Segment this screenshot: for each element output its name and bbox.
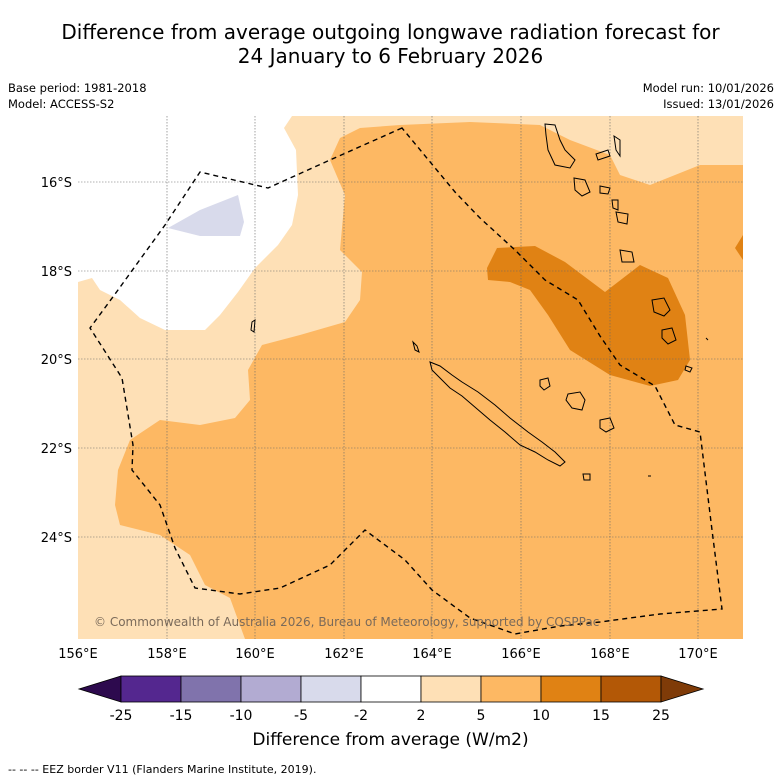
lon-label: 166°E bbox=[501, 647, 541, 662]
colorbar-title: Difference from average (W/m2) bbox=[252, 730, 529, 750]
colorbar-tick-label: -25 bbox=[110, 708, 133, 724]
colorbar-tick-label: 2 bbox=[417, 708, 426, 724]
chesterfield-islet bbox=[250, 319, 256, 333]
colorbar-segment bbox=[180, 675, 242, 703]
meta-right: Model run: 10/01/2026 Issued: 13/01/2026 bbox=[643, 80, 774, 112]
tanna-island bbox=[651, 297, 671, 317]
lon-label: 162°E bbox=[324, 647, 364, 662]
title-line-1: Difference from average outgoing longwav… bbox=[61, 20, 720, 44]
anomaly-fill-10-15 bbox=[487, 246, 690, 386]
hunter-island bbox=[705, 337, 709, 341]
lifou-island bbox=[565, 391, 586, 411]
anomaly-fill-minus5-minus2 bbox=[168, 195, 244, 236]
meta-left: Base period: 1981-2018 Model: ACCESS-S2 bbox=[8, 80, 147, 112]
lon-label: 158°E bbox=[147, 647, 187, 662]
lat-label: 18°S bbox=[41, 265, 72, 280]
lon-label: 168°E bbox=[590, 647, 630, 662]
colorbar-extend-high bbox=[660, 675, 705, 703]
latitude-labels: 16°S 18°S 20°S 22°S 24°S bbox=[41, 176, 72, 546]
title-line-2: 24 January to 6 February 2026 bbox=[237, 44, 544, 68]
base-period: Base period: 1981-2018 bbox=[8, 81, 147, 95]
lon-label: 164°E bbox=[412, 647, 452, 662]
colorbar-segment bbox=[480, 675, 542, 703]
model-name: Model: ACCESS-S2 bbox=[8, 97, 115, 111]
colorbar-tick-label: 25 bbox=[652, 708, 670, 724]
malakula-island bbox=[573, 177, 591, 197]
isle-of-pines bbox=[582, 473, 591, 481]
colorbar-tick-label: -2 bbox=[354, 708, 368, 724]
maewo-pentecost bbox=[613, 134, 621, 158]
eez-border bbox=[89, 127, 723, 635]
lon-label: 160°E bbox=[235, 647, 275, 662]
lat-label: 22°S bbox=[41, 442, 72, 457]
map-panel: © Commonwealth of Australia 2026, Bureau… bbox=[78, 116, 743, 639]
lon-label: 170°E bbox=[678, 647, 718, 662]
colorbar-segment bbox=[360, 675, 422, 703]
model-run: Model run: 10/01/2026 bbox=[642, 81, 774, 95]
colorbar-extend-low bbox=[77, 675, 122, 703]
colorbar-tick-label: -10 bbox=[230, 708, 253, 724]
efate-island bbox=[615, 211, 629, 225]
colorbar-segment bbox=[300, 675, 362, 703]
mare-island bbox=[599, 417, 615, 433]
colorbar-tick-label: -15 bbox=[170, 708, 193, 724]
ambrym-island bbox=[599, 185, 611, 195]
colorbar bbox=[77, 675, 705, 703]
colorbar-segment bbox=[540, 675, 602, 703]
colorbar-tick-label: 5 bbox=[477, 708, 486, 724]
colorbar-segment bbox=[240, 675, 302, 703]
chart-title: Difference from average outgoing longwav… bbox=[0, 20, 781, 68]
epi-island bbox=[611, 199, 619, 211]
colorbar-tick-label: 15 bbox=[592, 708, 610, 724]
aneityum-island bbox=[661, 327, 677, 345]
lat-label: 24°S bbox=[41, 531, 72, 546]
erromango-island bbox=[619, 249, 635, 263]
lon-label: 156°E bbox=[58, 647, 98, 662]
colorbar-segment bbox=[120, 675, 182, 703]
ouvea-island bbox=[539, 377, 551, 391]
matthew-island bbox=[684, 365, 693, 373]
colorbar-segment bbox=[600, 675, 662, 703]
anomaly-fill-10-15-east bbox=[735, 235, 743, 260]
espiritu-santo bbox=[544, 123, 576, 169]
eez-legend: -- -- -- EEZ border V11 (Flanders Marine… bbox=[8, 763, 317, 776]
colorbar-tick-label: -5 bbox=[294, 708, 308, 724]
copyright-text: © Commonwealth of Australia 2026, Bureau… bbox=[94, 615, 599, 629]
colorbar-tick-labels: -25 -15 -10 -5 -2 2 5 10 15 25 bbox=[110, 708, 670, 724]
issued-date: Issued: 13/01/2026 bbox=[663, 97, 774, 111]
new-caledonia-coastline bbox=[429, 361, 566, 467]
belep-islands bbox=[412, 340, 420, 353]
lat-label: 16°S bbox=[41, 176, 72, 191]
longitude-labels: 156°E 158°E 160°E 162°E 164°E 166°E 168°… bbox=[58, 647, 718, 662]
colorbar-segment bbox=[420, 675, 482, 703]
lat-label: 20°S bbox=[41, 353, 72, 368]
colorbar-tick-label: 10 bbox=[532, 708, 550, 724]
ambae-island bbox=[595, 149, 611, 161]
